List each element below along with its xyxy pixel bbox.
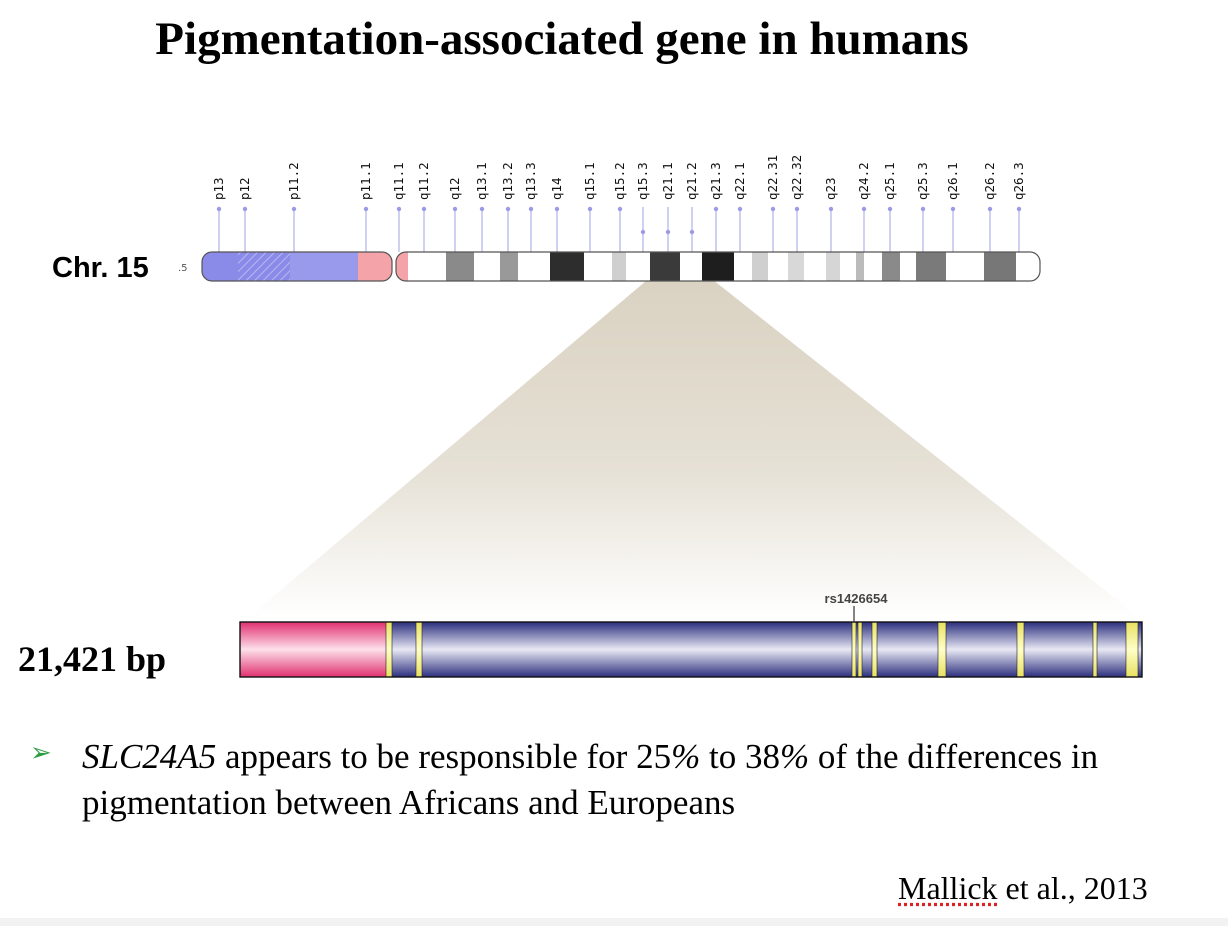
band-label-q22-32: q22.32	[789, 155, 804, 200]
band-tick-dot	[861, 206, 867, 212]
band-tick-dot	[640, 229, 646, 235]
slide-title: Pigmentation-associated gene in humans	[155, 13, 969, 65]
band-label-p12: p12	[237, 177, 252, 200]
gene-name: SLC24A5	[82, 737, 217, 776]
bullet-text: SLC24A5 appears to be responsible for 25…	[82, 734, 1222, 826]
band-label-q11-2: q11.2	[416, 162, 431, 200]
band-tick-dot	[452, 206, 458, 212]
band-tick-dot	[396, 206, 402, 212]
band-label-q21-3: q21.3	[708, 162, 723, 200]
band-tick-dot	[794, 206, 800, 212]
band-label-q26-1: q26.1	[945, 162, 960, 200]
q-arm	[396, 252, 1040, 281]
bullet-text-part: of the differences in pigmentation betwe…	[82, 737, 1099, 822]
citation: Mallick et al., 2013	[898, 870, 1148, 907]
band-label-q22-31: q22.31	[765, 155, 780, 200]
band-label-q15-1: q15.1	[582, 162, 597, 200]
snp-label: rs1426654	[825, 591, 889, 606]
band-tick-dot	[554, 206, 560, 212]
band-label-q21-1: q21.1	[660, 162, 675, 200]
chromosome-scale-mark: .5	[178, 263, 188, 274]
gene-length-label: 21,421 bp	[18, 639, 167, 679]
band-tick-dot	[617, 206, 623, 212]
chromosome-label: Chr. 15	[52, 252, 149, 284]
band-tick-dot	[689, 229, 695, 235]
band-label-q26-2: q26.2	[982, 162, 997, 200]
band-label-q15-2: q15.2	[612, 162, 627, 200]
band-label-q13-1: q13.1	[474, 162, 489, 200]
band-tick-dot	[828, 206, 834, 212]
band-label-p13: p13	[211, 177, 226, 200]
band-tick-dot	[216, 206, 222, 212]
citation-author: Mallick	[898, 870, 998, 906]
band-tick-dot	[587, 206, 593, 212]
bullet-pct: %	[779, 737, 810, 776]
citation-rest: et al., 2013	[997, 870, 1148, 906]
band-label-q21-2: q21.2	[684, 162, 699, 200]
band-tick-dot	[505, 206, 511, 212]
gene-structure: rs1426654	[239, 591, 1143, 678]
band-label-q24-2: q24.2	[856, 162, 871, 200]
band-tick-dot	[242, 206, 248, 212]
bullet-arrow-icon: ➢	[30, 738, 52, 768]
band-label-q11-1: q11.1	[391, 162, 406, 200]
band-label-q15-3: q15.3	[635, 162, 650, 200]
p-arm	[202, 252, 392, 281]
band-tick-dot	[363, 206, 369, 212]
band-label-p11-2: p11.2	[286, 162, 301, 200]
band-tick-dot	[665, 229, 671, 235]
band-tick-dot	[479, 206, 485, 212]
band-label-q22-1: q22.1	[732, 162, 747, 200]
slide-footer-strip	[0, 918, 1228, 926]
band-tick-dot	[713, 206, 719, 212]
band-tick-dot	[528, 206, 534, 212]
band-label-q14: q14	[549, 177, 564, 200]
bullet-text-part: to 38	[700, 737, 780, 776]
bullet-text-part: appears to be responsible for 25	[216, 737, 672, 776]
band-tick-dot	[987, 206, 993, 212]
band-label-q13-3: q13.3	[523, 162, 538, 200]
zoom-wedge	[248, 253, 1140, 618]
band-label-q25-3: q25.3	[915, 162, 930, 200]
band-tick-dot	[920, 206, 926, 212]
band-label-q12: q12	[447, 177, 462, 200]
band-tick-dot	[421, 206, 427, 212]
band-tick-dot	[291, 206, 297, 212]
band-ticks: p13 p12 p11.2 p11.1 q11.1 q11.2 q12 q13.1 q13.2 q…	[211, 155, 1026, 252]
band-label-q23: q23	[823, 177, 838, 200]
band-tick-dot	[1016, 206, 1022, 212]
band-label-p11-1: p11.1	[358, 162, 373, 200]
band-tick-dot	[950, 206, 956, 212]
band-label-q25-1: q25.1	[882, 162, 897, 200]
band-tick-dot	[887, 206, 893, 212]
bullet-pct: %	[671, 737, 701, 776]
band-label-q26-3: q26.3	[1011, 162, 1026, 200]
band-tick-dot	[770, 206, 776, 212]
band-tick-dot	[737, 206, 743, 212]
band-label-q13-2: q13.2	[500, 162, 515, 200]
